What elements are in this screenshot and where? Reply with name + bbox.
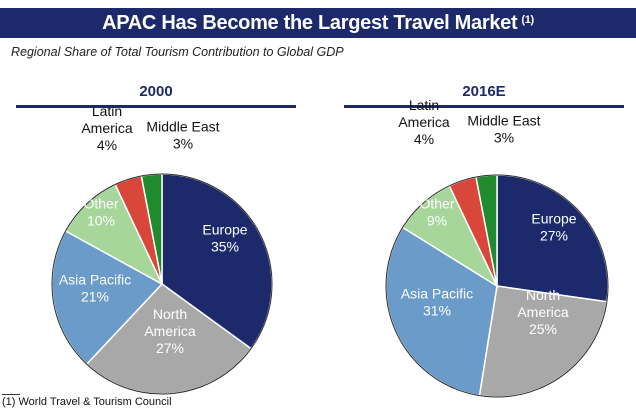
- pie-label-2016e-europe: Europe 27%: [531, 211, 576, 244]
- title-bar: APAC Has Become the Largest Travel Marke…: [0, 8, 636, 38]
- pie-label-2000-middle-east: Middle East 3%: [146, 119, 219, 152]
- chart-subtitle: Regional Share of Total Tourism Contribu…: [11, 45, 344, 59]
- pie-label-2000-other: Other 10%: [83, 196, 118, 229]
- pie-label-2016e-north-america: North America 25%: [517, 287, 569, 337]
- pie-label-2000-asia-pacific: Asia Pacific 21%: [59, 272, 131, 305]
- pie-label-2016e-latin-america: Latin America 4%: [398, 97, 450, 147]
- pie-outline-2016e: [385, 174, 609, 398]
- pie-outline-2000: [51, 173, 273, 395]
- panel-title-2000: 2000: [139, 83, 173, 100]
- footnote-rule: [2, 394, 20, 395]
- pie-label-2016e-other: Other 9%: [419, 196, 454, 229]
- panel-rule-2016e: [344, 105, 624, 108]
- pie-label-2016e-middle-east: Middle East 3%: [467, 113, 540, 146]
- pie-label-2000-europe: Europe 35%: [202, 222, 247, 255]
- pie-label-2000-latin-america: Latin America 4%: [81, 103, 133, 153]
- pie-label-2000-north-america: North America 27%: [144, 306, 196, 356]
- pie-label-2016e-asia-pacific: Asia Pacific 31%: [401, 286, 473, 319]
- footnote: (1) World Travel & Tourism Council: [2, 396, 172, 408]
- panel-title-2016e: 2016E: [462, 83, 506, 100]
- page-title: APAC Has Become the Largest Travel Marke…: [102, 11, 518, 34]
- panel-rule-2000: [16, 105, 296, 108]
- title-footnote-marker: (1): [521, 14, 534, 26]
